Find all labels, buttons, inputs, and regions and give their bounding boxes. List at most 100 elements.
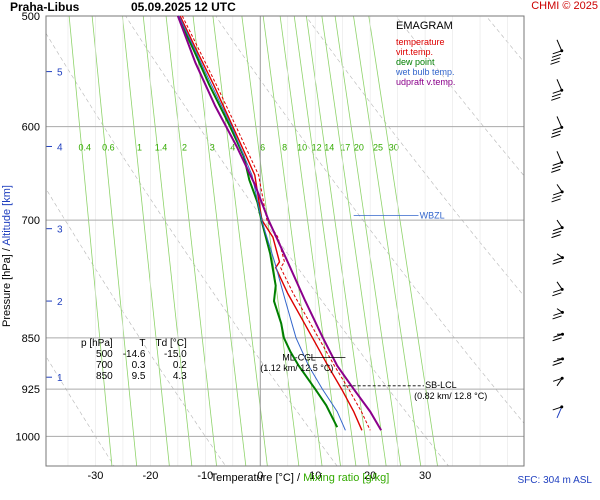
- wind-barb-staff: [556, 378, 563, 387]
- y-axis-label-separator: /: [1, 245, 13, 255]
- wind-barb-staff: [556, 39, 563, 51]
- pressure-tick-label: 600: [22, 122, 40, 134]
- mixing-ratio-line: [68, 16, 113, 466]
- table-cell: 9.5: [131, 371, 146, 382]
- plot-frame: [45, 15, 525, 467]
- wind-barb-flag: [551, 93, 562, 98]
- mixing-ratio-line: [212, 16, 268, 466]
- dry-adiabat-line: [46, 188, 227, 466]
- dry-adiabat-line: [485, 16, 524, 63]
- wind-barb-flag: [552, 126, 562, 131]
- y-axis-label: Pressure [hPa] / Altitude [km]: [1, 171, 13, 341]
- wind-barb-flag: [551, 96, 561, 101]
- mixing-ratio-label: 10: [297, 143, 307, 153]
- wind-barb-flag: [553, 311, 563, 316]
- dry-adiabat-line: [215, 16, 524, 424]
- wind-barb-flag: [553, 288, 563, 293]
- x-axis-label-mixing: Mixing ratio [g/kg]: [303, 472, 390, 484]
- wind-barb-staff: [556, 116, 563, 128]
- temperature-tick-label: 10: [309, 470, 321, 482]
- temperature-tick-label: -20: [142, 470, 158, 482]
- wind-barb-flag: [551, 165, 562, 170]
- mixing-ratio-label: 3: [210, 143, 215, 153]
- table-cell: -15.0: [163, 349, 187, 360]
- temperature-tick-label: 0: [257, 470, 263, 482]
- legend-item-temperature: temperature: [396, 37, 445, 47]
- mixing-ratio-label: 1.4: [155, 143, 168, 153]
- mixing-ratio-line: [142, 16, 193, 466]
- y-axis-label-pressure: Pressure [hPa]: [1, 254, 13, 327]
- profile-line-wet-bulb-temp: [178, 15, 346, 431]
- pressure-tick-label: 1000: [16, 431, 40, 443]
- sounding-summary-table: p [hPa] T Td [°C] 500 -14.6 -15.0 700 0.…: [76, 338, 192, 382]
- table-row: 850 9.5 4.3: [76, 371, 192, 382]
- y-axis-label-altitude: Altitude [km]: [1, 185, 13, 246]
- wind-barb-staff: [556, 184, 563, 193]
- pressure-tick-label: 925: [22, 384, 40, 396]
- table-header-row: p [hPa] T Td [°C]: [76, 338, 192, 349]
- wind-barb-flag: [552, 194, 562, 199]
- wind-barb-flag: [553, 191, 563, 196]
- pressure-tick-label: 500: [22, 11, 40, 23]
- legend-item-virtual-temperature: virt.temp.: [396, 47, 434, 57]
- mixing-ratio-line: [165, 16, 217, 466]
- wind-barb-staff: [556, 151, 563, 163]
- temperature-tick-label: 20: [364, 470, 376, 482]
- mixing-ratio-label: 17: [340, 143, 350, 153]
- mixing-ratio-label: 2: [182, 143, 187, 153]
- mixing-ratio-label: 6: [260, 143, 265, 153]
- table-cell: 0.2: [172, 360, 187, 371]
- x-axis-label-separator: /: [293, 472, 304, 484]
- wind-barb-flag: [552, 361, 562, 366]
- wind-barb-flag: [553, 227, 563, 232]
- table-cell: -14.6: [122, 349, 146, 360]
- wind-barb-staff: [556, 281, 563, 290]
- profile-line-dew-point: [176, 15, 339, 428]
- mixing-ratio-line: [122, 16, 170, 466]
- wind-barb-flag: [552, 161, 562, 166]
- copyright-label: CHMI © 2025: [531, 0, 598, 12]
- legend-item-updraft: udpraft v.temp.: [396, 77, 456, 87]
- annotation-label: SB-LCL: [425, 380, 457, 390]
- table-cell: 4.3: [172, 371, 187, 382]
- wind-barb-flag: [552, 89, 562, 94]
- altitude-tick-label: 1: [57, 373, 63, 384]
- temperature-tick-label: 30: [419, 470, 431, 482]
- profile-line-temperature: [179, 15, 363, 431]
- mixing-ratio-label: 0.6: [102, 143, 115, 153]
- legend-item-dew-point: dew point: [396, 57, 435, 67]
- profile-line-udpraft-v-temp: [176, 15, 382, 431]
- mixing-ratio-label: 8: [282, 143, 287, 153]
- mixing-ratio-line: [262, 16, 323, 466]
- wind-barb-flag: [552, 292, 562, 297]
- table-header-cell: p [hPa]: [81, 338, 113, 349]
- x-axis-label-temperature: Temperature [°C]: [210, 472, 294, 484]
- table-header-cell: T: [139, 338, 146, 349]
- dry-adiabat-line: [46, 355, 115, 466]
- mixing-ratio-line: [353, 16, 422, 466]
- altitude-tick-label: 4: [57, 142, 63, 153]
- legend: EMAGRAM temperature virt.temp. dew point…: [396, 20, 455, 87]
- wind-barb-flag: [552, 260, 562, 265]
- mixing-ratio-label: 20: [354, 143, 364, 153]
- temperature-tick-label: -10: [197, 470, 213, 482]
- x-axis-label: Temperature [°C] / Mixing ratio [g/kg]: [180, 472, 420, 484]
- wind-barb-flag: [552, 406, 562, 411]
- altitude-tick-label: 2: [57, 297, 63, 308]
- dry-adiabat-line: [395, 16, 524, 177]
- altitude-tick-label: 5: [57, 68, 63, 79]
- mixing-ratio-line: [334, 16, 401, 466]
- wind-barb-flag: [553, 377, 563, 382]
- wind-barb-flag: [551, 234, 561, 239]
- station-name: Praha-Libus: [10, 0, 80, 14]
- mixing-ratio-label: 25: [373, 143, 383, 153]
- wind-barb-flag: [552, 337, 562, 342]
- annotation-label: (1.12 km/ 12.5 °C): [260, 363, 333, 373]
- dry-adiabat-line: [46, 32, 338, 466]
- mixing-ratio-line: [241, 16, 300, 466]
- legend-item-wet-bulb: wet bulb temp.: [396, 67, 455, 77]
- mixing-ratio-line: [192, 16, 247, 466]
- mixing-ratio-line: [321, 16, 387, 466]
